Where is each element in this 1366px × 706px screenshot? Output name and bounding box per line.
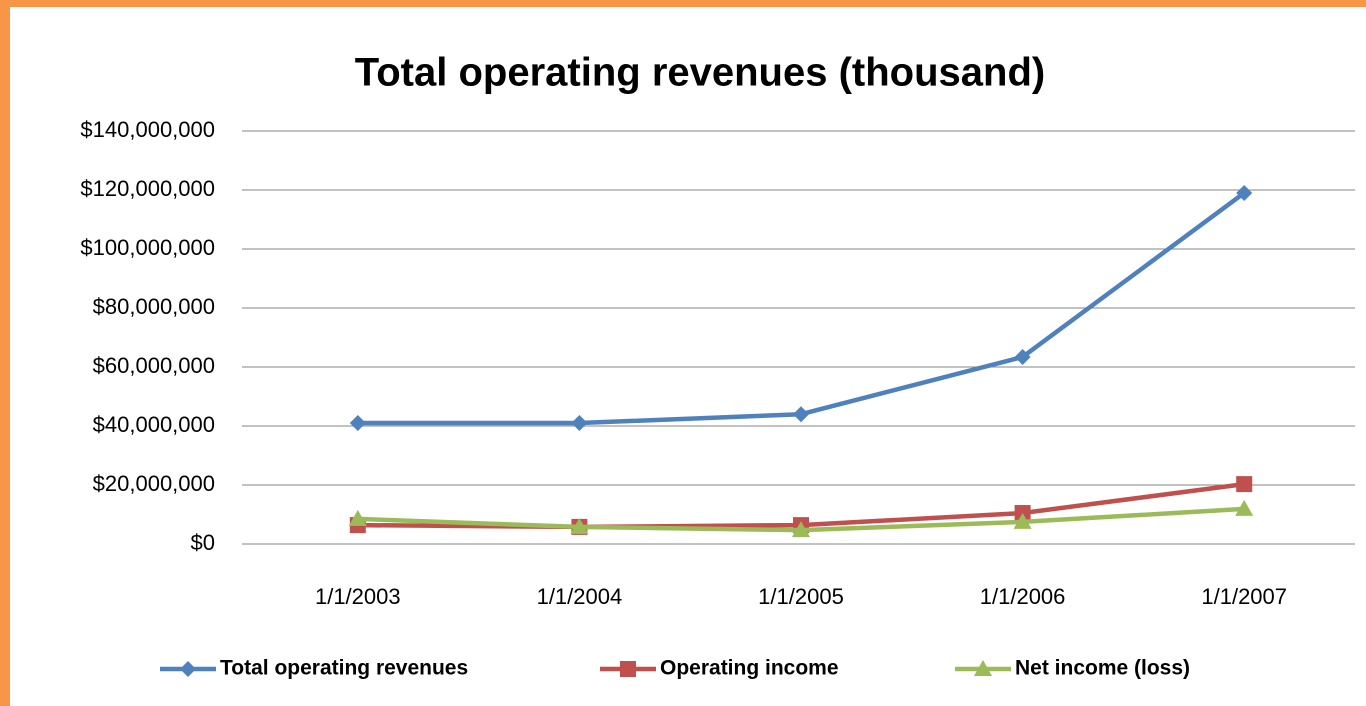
y-tick-label: $0	[191, 530, 215, 555]
chart-area	[10, 7, 1366, 706]
x-tick-label: 1/1/2003	[315, 584, 401, 609]
marker	[1014, 348, 1031, 365]
marker	[1013, 512, 1032, 529]
marker	[792, 521, 810, 538]
marker	[570, 517, 589, 534]
y-tick-label: $120,000,000	[80, 176, 215, 201]
x-tick-label: 1/1/2007	[1201, 584, 1287, 609]
legend-marker	[620, 661, 636, 677]
marker	[793, 406, 809, 423]
marker	[1236, 476, 1253, 493]
legend-marker	[180, 661, 196, 677]
marker	[348, 509, 367, 526]
y-tick-label: $100,000,000	[80, 235, 215, 260]
y-tick-label: $140,000,000	[80, 117, 215, 142]
legend-marker	[974, 660, 992, 676]
marker	[571, 415, 588, 432]
legend-label: Net income (loss)	[1015, 657, 1190, 680]
marker	[1236, 184, 1253, 201]
marker	[349, 415, 366, 432]
legend-label: Total operating revenues	[220, 657, 468, 680]
y-tick-label: $40,000,000	[93, 412, 215, 437]
y-tick-label: $80,000,000	[93, 294, 215, 319]
y-tick-label: $20,000,000	[93, 471, 215, 496]
x-tick-label: 1/1/2006	[980, 584, 1066, 609]
legend-label: Operating income	[660, 657, 839, 680]
y-tick-label: $60,000,000	[93, 353, 215, 378]
chart-title: Total operating revenues (thousand)	[355, 51, 1045, 95]
marker	[1235, 499, 1254, 516]
x-tick-label: 1/1/2004	[537, 584, 623, 609]
x-tick-label: 1/1/2005	[758, 584, 844, 609]
